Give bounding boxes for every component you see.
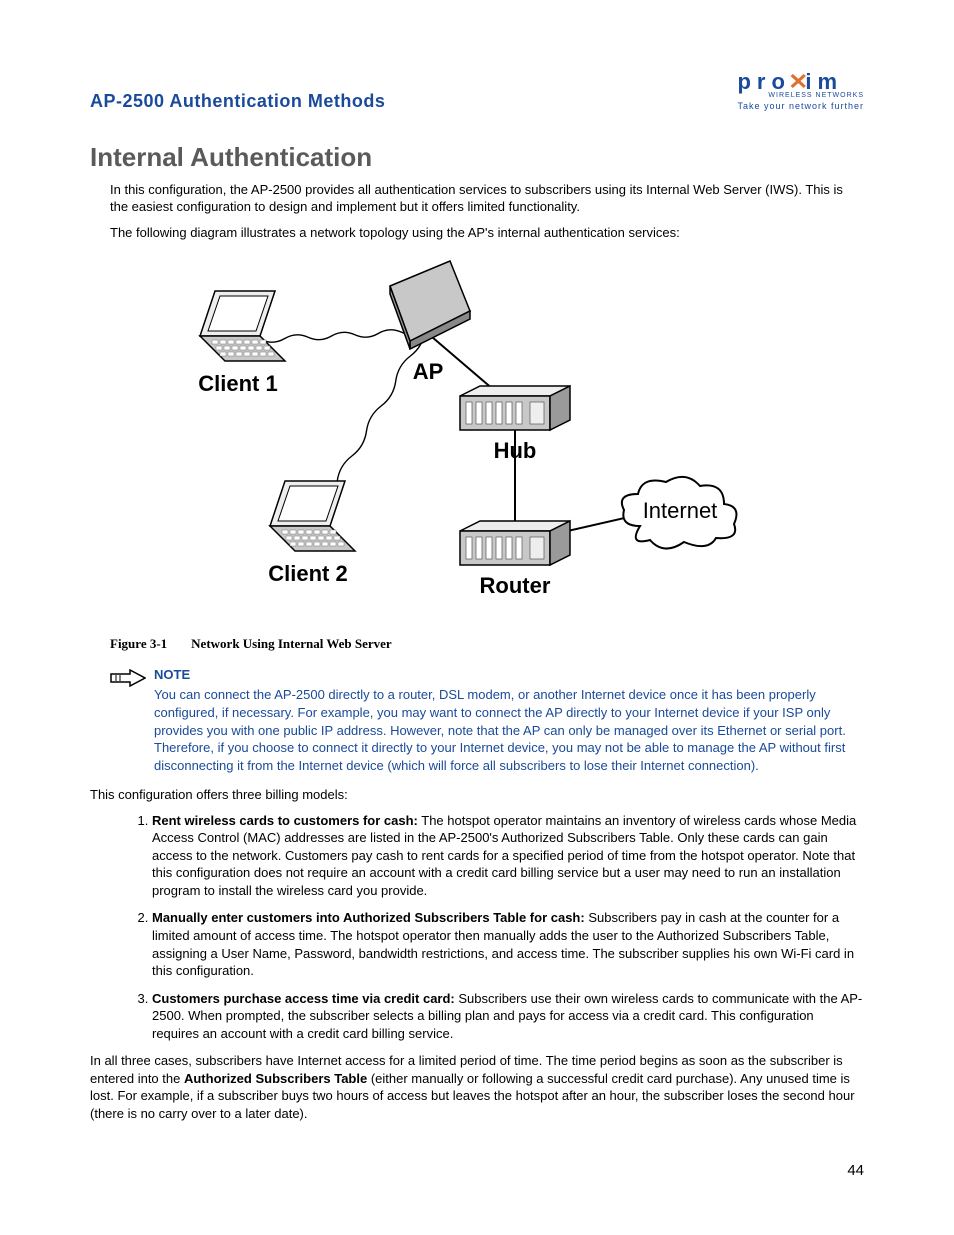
logo-x-icon: ✕ bbox=[788, 70, 808, 94]
svg-text:Client 1: Client 1 bbox=[198, 371, 277, 396]
svg-text:Hub: Hub bbox=[494, 438, 537, 463]
note-block: NOTE You can connect the AP-2500 directl… bbox=[110, 667, 864, 774]
page-header: AP-2500 Authentication Methods pro✕im WI… bbox=[90, 70, 864, 112]
billing-item-1-title: Rent wireless cards to customers for cas… bbox=[152, 813, 418, 828]
billing-list: Rent wireless cards to customers for cas… bbox=[130, 812, 864, 1043]
intro-paragraph-1: In this configuration, the AP-2500 provi… bbox=[110, 181, 864, 216]
svg-text:Router: Router bbox=[480, 573, 551, 598]
billing-item-2-title: Manually enter customers into Authorized… bbox=[152, 910, 585, 925]
diagram-svg: Client 1 Client 2 AP Hub Router Internet bbox=[130, 251, 770, 621]
logo-text-right: im bbox=[805, 69, 843, 94]
final-text-bold: Authorized Subscribers Table bbox=[184, 1071, 367, 1086]
svg-text:Client 2: Client 2 bbox=[268, 561, 347, 586]
page-number: 44 bbox=[90, 1162, 864, 1179]
page: AP-2500 Authentication Methods pro✕im WI… bbox=[0, 0, 954, 1219]
brand-logo: pro✕im WIRELESS NETWORKS Take your netwo… bbox=[737, 70, 864, 112]
note-text: You can connect the AP-2500 directly to … bbox=[154, 686, 864, 774]
network-diagram: Client 1 Client 2 AP Hub Router Internet bbox=[130, 251, 864, 621]
final-paragraph: In all three cases, subscribers have Int… bbox=[90, 1052, 864, 1122]
billing-intro: This configuration offers three billing … bbox=[90, 786, 864, 804]
figure-title: Network Using Internal Web Server bbox=[191, 636, 392, 651]
section-heading: Internal Authentication bbox=[90, 142, 864, 173]
logo-text-left: pro bbox=[737, 69, 790, 94]
billing-item-3: Customers purchase access time via credi… bbox=[152, 990, 864, 1043]
svg-text:Internet: Internet bbox=[643, 498, 718, 523]
chapter-title: AP-2500 Authentication Methods bbox=[90, 91, 385, 112]
figure-number: Figure 3-1 bbox=[110, 636, 167, 651]
intro-paragraph-2: The following diagram illustrates a netw… bbox=[110, 224, 864, 242]
note-arrow-icon bbox=[110, 667, 154, 687]
billing-item-1: Rent wireless cards to customers for cas… bbox=[152, 812, 864, 900]
billing-item-2: Manually enter customers into Authorized… bbox=[152, 909, 864, 979]
note-content: NOTE You can connect the AP-2500 directl… bbox=[154, 667, 864, 774]
svg-text:AP: AP bbox=[413, 359, 444, 384]
note-label: NOTE bbox=[154, 667, 864, 682]
logo-tagline: Take your network further bbox=[737, 102, 864, 112]
billing-item-3-title: Customers purchase access time via credi… bbox=[152, 991, 455, 1006]
figure-caption: Figure 3-1 Network Using Internal Web Ser… bbox=[110, 636, 864, 652]
